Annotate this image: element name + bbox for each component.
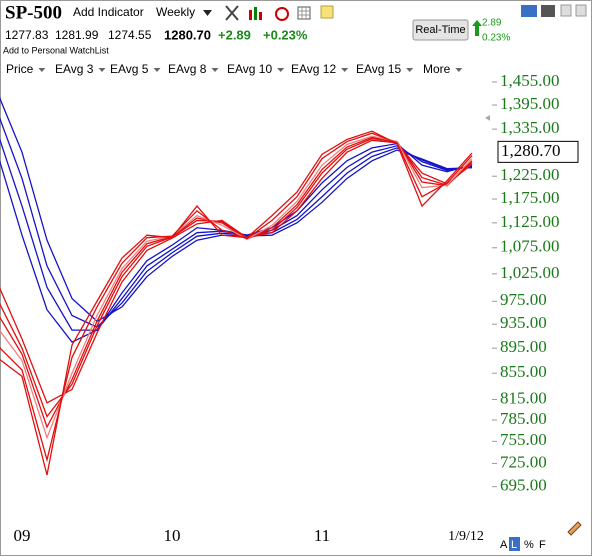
legend-entry[interactable]: More [423,62,451,76]
y-tick-label: 1,125.00 [500,212,560,231]
indicator-menu[interactable]: Price EAvg 3 EAvg 5 EAvg 8 EAvg 10 EAvg 12 EAv… [6,62,463,76]
legend-entry[interactable]: EAvg 5 [110,62,149,76]
legend-arrow [38,68,46,72]
legend-entry[interactable]: EAvg 8 [168,62,207,76]
toolbar-icons[interactable] [225,4,587,21]
footer-button[interactable]: A [500,539,508,551]
up-arrow [472,20,482,36]
y-tick-label: 935.00 [500,313,547,332]
symbol: SP-500 [5,2,62,23]
y-tick-label: 975.00 [500,290,547,309]
realtime-button[interactable] [412,19,469,41]
close: 1280.70 [164,27,211,42]
last-price-box [497,140,579,163]
open: 1277.83 [5,28,49,42]
y-tick-label: 1,175.00 [500,188,560,207]
y-tick-label: 895.00 [500,337,547,356]
legend-arrow [277,68,285,72]
y-tick-label: 785.00 [500,409,547,428]
legend-arrow [341,68,349,72]
high: 1281.99 [55,28,99,42]
y-tick-label: 1,075.00 [500,237,560,256]
legend-arrow [98,68,106,72]
rt-change: 2.89 [482,18,502,29]
legend-entry[interactable]: EAvg 10 [227,62,272,76]
rt-change-pct: 0.23% [482,33,510,44]
y-tick-label: 695.00 [500,476,547,495]
y-tick-label: 1,395.00 [500,94,560,113]
y-tick-label: 1,025.00 [500,263,560,282]
legend-arrow [455,68,463,72]
y-tick-label: 1,335.00 [500,118,560,137]
dropdown-arrow[interactable] [203,10,212,16]
x-tick-label: 10 [164,526,181,545]
last-price-label: 1,280.70 [501,141,561,160]
change: +2.89 [218,27,251,42]
footer-button[interactable]: % [524,539,534,551]
legend-arrow [406,68,414,72]
realtime-label[interactable]: Real-Time [415,24,465,36]
y-tick-label: 1,455.00 [500,71,560,90]
legend-entry[interactable]: Price [6,62,34,76]
footer-button[interactable]: L [511,539,517,551]
x-tick-label: 09 [14,526,31,545]
y-tick-label: 855.00 [500,362,547,381]
low: 1274.55 [108,28,152,42]
x-tick-label: 1/9/12 [448,529,484,544]
watchlist-link[interactable]: Add to Personal WatchList [3,45,109,55]
footer-button-bg [509,537,520,551]
series-line [0,139,473,404]
change-pct: +0.23% [263,27,308,42]
footer-button[interactable]: F [539,539,546,551]
y-tick-label: 755.00 [500,430,547,449]
footer[interactable]: A L % F [500,521,582,551]
plot [0,97,473,476]
series-line [0,97,473,323]
legend-entry[interactable]: EAvg 12 [291,62,336,76]
series-line [0,130,473,476]
last-price-marker [485,114,490,121]
y-tick-label: 725.00 [500,452,547,471]
legend-arrow [211,68,219,72]
legend-arrow [153,68,161,72]
add-indicator[interactable]: Add Indicator [73,5,144,19]
legend-entry[interactable]: EAvg 3 [55,62,94,76]
y-tick-label: 815.00 [500,388,547,407]
period[interactable]: Weekly [156,5,195,19]
y-tick-label: 1,225.00 [500,165,560,184]
legend-entry[interactable]: EAvg 15 [356,62,401,76]
x-tick-label: 11 [314,526,330,545]
